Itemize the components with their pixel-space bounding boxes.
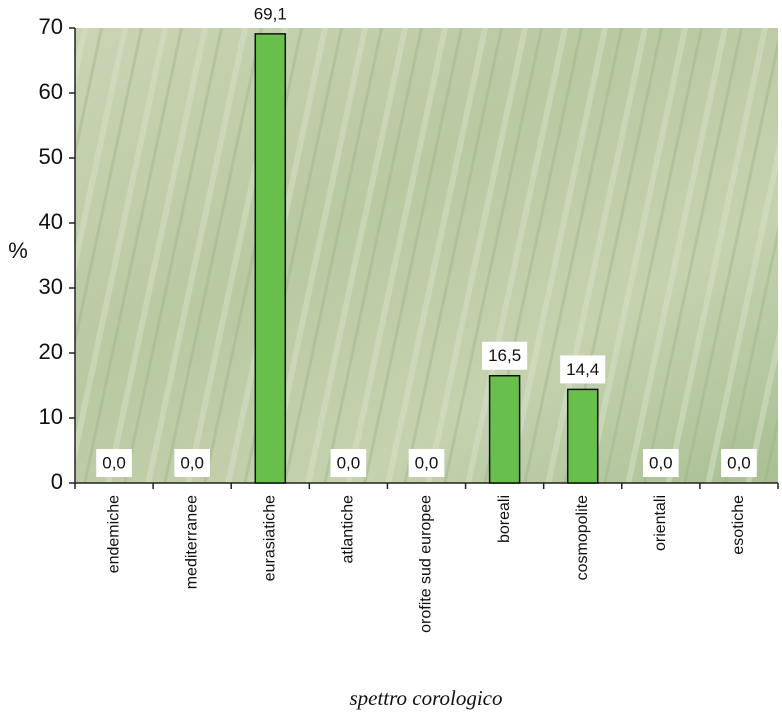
value-label-box <box>721 449 757 477</box>
value-label-box <box>408 449 445 477</box>
y-tick-label: 20 <box>39 339 63 364</box>
x-tick-label: boreali <box>496 495 513 543</box>
x-tick-label: atlantiche <box>340 495 357 564</box>
value-label-box <box>560 355 606 384</box>
value-label-box <box>174 449 210 477</box>
value-label: 0,0 <box>337 453 361 472</box>
value-label: 14,4 <box>566 360 599 379</box>
y-tick-label: 10 <box>39 404 63 429</box>
bar <box>566 388 599 484</box>
x-tick-label: cosmopolite <box>574 495 591 580</box>
y-tick-label: 70 <box>39 14 63 39</box>
value-label: 69,1 <box>254 4 287 23</box>
value-label: 0,0 <box>649 453 673 472</box>
x-tick-label: endemiche <box>105 495 122 573</box>
y-axis-label: % <box>8 238 28 263</box>
value-label-box <box>643 449 679 477</box>
chart-title: spettro corologico <box>349 686 502 710</box>
value-label-box <box>482 341 528 370</box>
y-tick-label: 50 <box>39 144 63 169</box>
value-label: 0,0 <box>415 453 439 472</box>
x-tick-label: esotiche <box>730 495 747 555</box>
bar <box>254 33 287 484</box>
x-tick-label: orientali <box>652 495 669 551</box>
bar <box>488 375 521 484</box>
value-label-box <box>96 449 132 477</box>
y-tick-label: 30 <box>39 274 63 299</box>
value-label: 0,0 <box>727 453 751 472</box>
x-tick-label: eurasiatiche <box>261 495 278 581</box>
plot-texture <box>75 28 778 483</box>
x-tick-label: mediterranee <box>183 495 200 589</box>
value-label: 0,0 <box>180 453 204 472</box>
value-label: 16,5 <box>488 346 521 365</box>
value-label: 0,0 <box>102 453 126 472</box>
y-tick-label: 0 <box>51 469 63 494</box>
value-label-box <box>247 0 293 28</box>
y-tick-label: 40 <box>39 209 63 234</box>
y-tick-label: 60 <box>39 79 63 104</box>
x-tick-label: orofite sud europee <box>418 495 435 633</box>
value-label-box <box>330 449 367 477</box>
